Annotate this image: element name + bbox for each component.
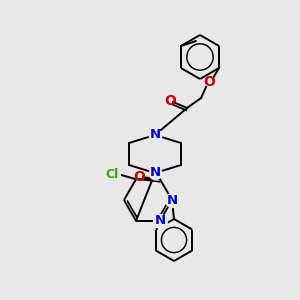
Text: N: N: [149, 128, 161, 142]
Text: N: N: [149, 167, 161, 179]
Text: N: N: [154, 214, 166, 227]
Text: O: O: [203, 75, 215, 89]
Text: N: N: [167, 194, 178, 206]
Text: O: O: [164, 94, 176, 108]
Text: O: O: [133, 170, 145, 184]
Text: Cl: Cl: [105, 168, 119, 181]
